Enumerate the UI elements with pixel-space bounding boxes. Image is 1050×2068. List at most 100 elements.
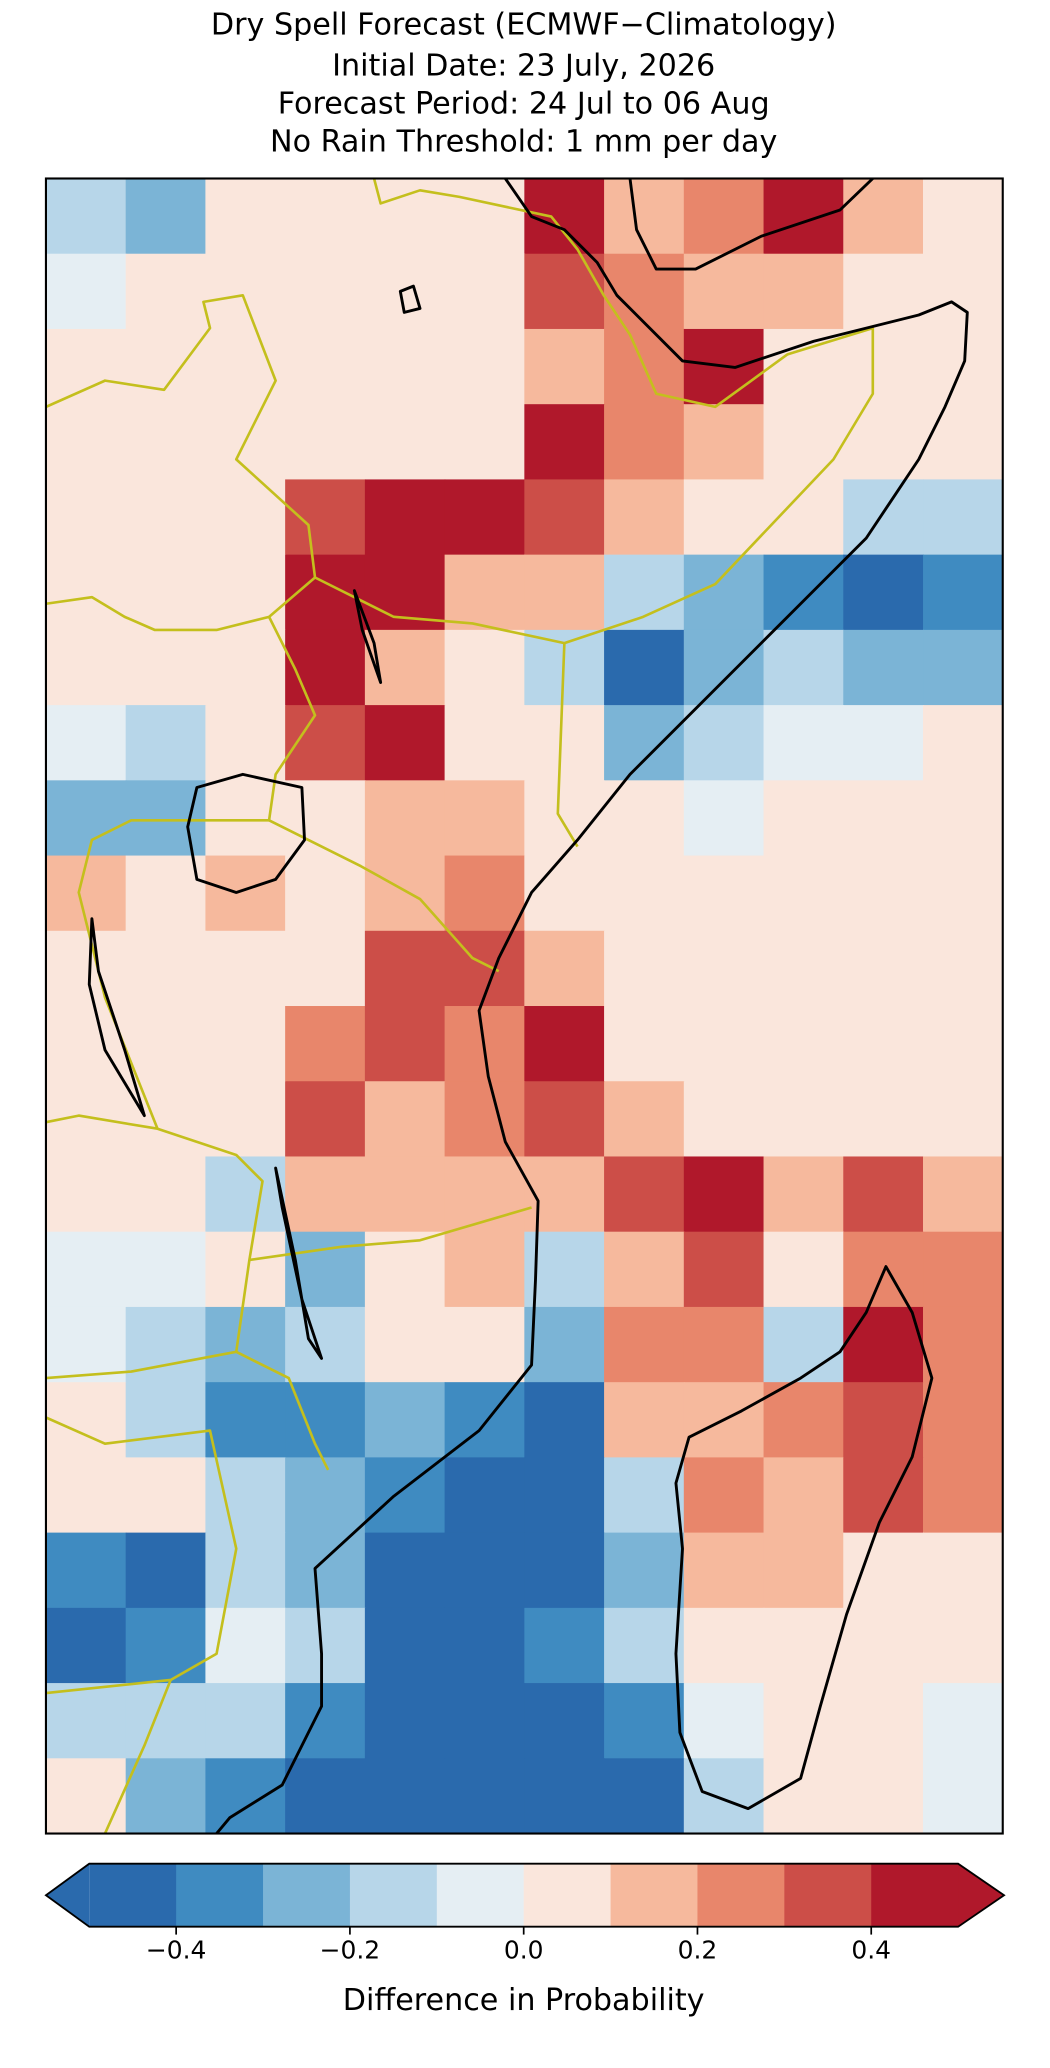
grid-cell (524, 554, 605, 631)
grid-cell (45, 705, 127, 782)
colorbar-bin (89, 1863, 177, 1927)
grid-cell (285, 253, 366, 330)
grid-cell (524, 855, 605, 932)
grid-cell (763, 930, 845, 1007)
grid-cell (843, 1081, 924, 1158)
grid-cell (604, 178, 685, 255)
grid-cell (285, 1382, 366, 1459)
grid-cell (205, 1532, 286, 1609)
grid-cell (683, 1758, 765, 1834)
grid-cell (604, 1156, 685, 1233)
grid-cell (125, 1156, 207, 1233)
grid-cell (923, 1758, 1003, 1834)
grid-cell (843, 930, 924, 1007)
grid-cell (604, 1006, 685, 1083)
grid-cell (843, 855, 924, 932)
grid-cell (45, 404, 127, 481)
grid-cell (205, 479, 286, 556)
grid-cell (125, 1758, 207, 1834)
grid-cell (125, 1532, 207, 1609)
grid-cell (125, 328, 207, 405)
grid-cell (843, 479, 924, 556)
grid-cell (524, 1532, 605, 1609)
grid-cell (444, 1231, 526, 1308)
grid-cell (125, 178, 207, 255)
grid-cell (45, 1683, 127, 1760)
colorbar: −0.4 −0.2 0.0 0.2 0.4 (44, 1862, 1006, 1965)
country-border (45, 576, 317, 1131)
grid-cell (125, 930, 207, 1007)
grid-cell (285, 328, 366, 405)
grid-cell (763, 1382, 845, 1459)
grid-cell (444, 855, 526, 932)
grid-cell (444, 404, 526, 481)
grid-cell (763, 629, 845, 706)
grid-cell (125, 629, 207, 706)
grid-cell (205, 178, 286, 255)
grid-cell (125, 1457, 207, 1534)
grid-cell (205, 1382, 286, 1459)
grid-cell (763, 855, 845, 932)
grid-cell (125, 404, 207, 481)
grid-cell (364, 855, 446, 932)
grid-cell (444, 1081, 526, 1158)
colorbar-bin (349, 1863, 438, 1927)
grid-cell (444, 328, 526, 405)
grid-cell (205, 1231, 286, 1308)
grid-cell (923, 629, 1003, 706)
grid-cell (604, 780, 685, 857)
grid-cell (524, 1081, 605, 1158)
grid-cell (45, 1156, 127, 1233)
grid-cell (364, 1156, 446, 1233)
subtitle: No Rain Threshold: 1 mm per day (270, 125, 777, 160)
grid-cell (683, 629, 765, 706)
grid-cell (604, 1382, 685, 1459)
grid-cell (843, 1683, 924, 1760)
colorbar-outline (44, 1862, 1006, 1928)
grid-cell (843, 1532, 924, 1609)
grid-cell (125, 1382, 207, 1459)
grid-cell (683, 253, 765, 330)
grid-cell (763, 253, 845, 330)
plot-frame (44, 177, 1004, 1835)
grid-cell (45, 253, 127, 330)
grid-cell (923, 1457, 1003, 1534)
colorbar-tick-label: −0.4 (146, 1936, 207, 1965)
grid-cell (604, 1081, 685, 1158)
grid-cell (524, 780, 605, 857)
grid-cell (923, 1156, 1003, 1233)
grid-cell (125, 855, 207, 932)
grid-cell (444, 253, 526, 330)
colorbar-bin (697, 1863, 786, 1927)
grid-cell (125, 1231, 207, 1308)
subtitle: Initial Date: 23 July, 2026 (332, 48, 715, 83)
grid-cell (45, 479, 127, 556)
grid-cell (763, 1231, 845, 1308)
grid-cell (364, 1382, 446, 1459)
grid-cell (364, 1607, 446, 1684)
chart-title: Dry Spell Forecast (ECMWF−Climatology) (211, 8, 837, 43)
grid-cell (125, 554, 207, 631)
grid-cell (45, 328, 127, 405)
grid-cell (45, 1306, 127, 1383)
grid-cell (923, 479, 1003, 556)
grid-cell (364, 1532, 446, 1609)
grid-cell (763, 780, 845, 857)
grid-cell (45, 178, 127, 255)
grid-cell (923, 780, 1003, 857)
grid-cell (364, 479, 446, 556)
lake (186, 772, 306, 894)
grid-cell (205, 1683, 286, 1760)
coastline (215, 178, 969, 1834)
grid-cell (923, 705, 1003, 782)
grid-cell (683, 1006, 765, 1083)
grid-cell (444, 1607, 526, 1684)
grid-cell (683, 1156, 765, 1233)
grid-cell (683, 1457, 765, 1534)
grid-cell (683, 1607, 765, 1684)
grid-cell (923, 855, 1003, 932)
grid-cell (923, 1683, 1003, 1760)
grid-cell (843, 328, 924, 405)
grid-cell (364, 1306, 446, 1383)
grid-cell (843, 1156, 924, 1233)
